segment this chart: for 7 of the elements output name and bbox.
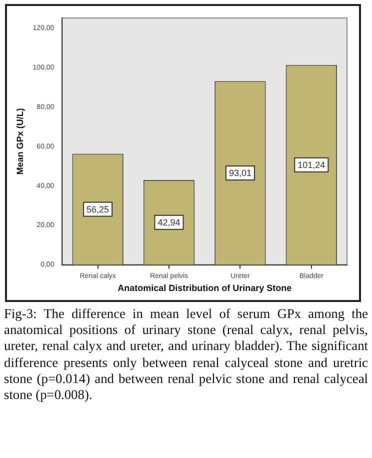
- data-label: 56,25: [86, 204, 110, 214]
- data-label: 101,24: [298, 160, 326, 170]
- x-axis-title: Anatomical Distribution of Urinary Stone: [118, 283, 292, 294]
- y-axis-title: Mean GPx (U/L): [14, 108, 25, 175]
- text: Fig-3: The difference in mean level of serum GPx among the anatomical positions of urinary stone (renal calyx, renal pelvis, ureter, renal calyx and ureter, and urinary bladder). The significant difference presents only between renal calyceal stone and uretric stone (p=0.014) and between renal pelvic stone and renal calyceal stone (p=0.008).: [4, 306, 368, 404]
- data-label: 42,94: [158, 217, 180, 228]
- data-label: 93,01: [228, 168, 252, 178]
